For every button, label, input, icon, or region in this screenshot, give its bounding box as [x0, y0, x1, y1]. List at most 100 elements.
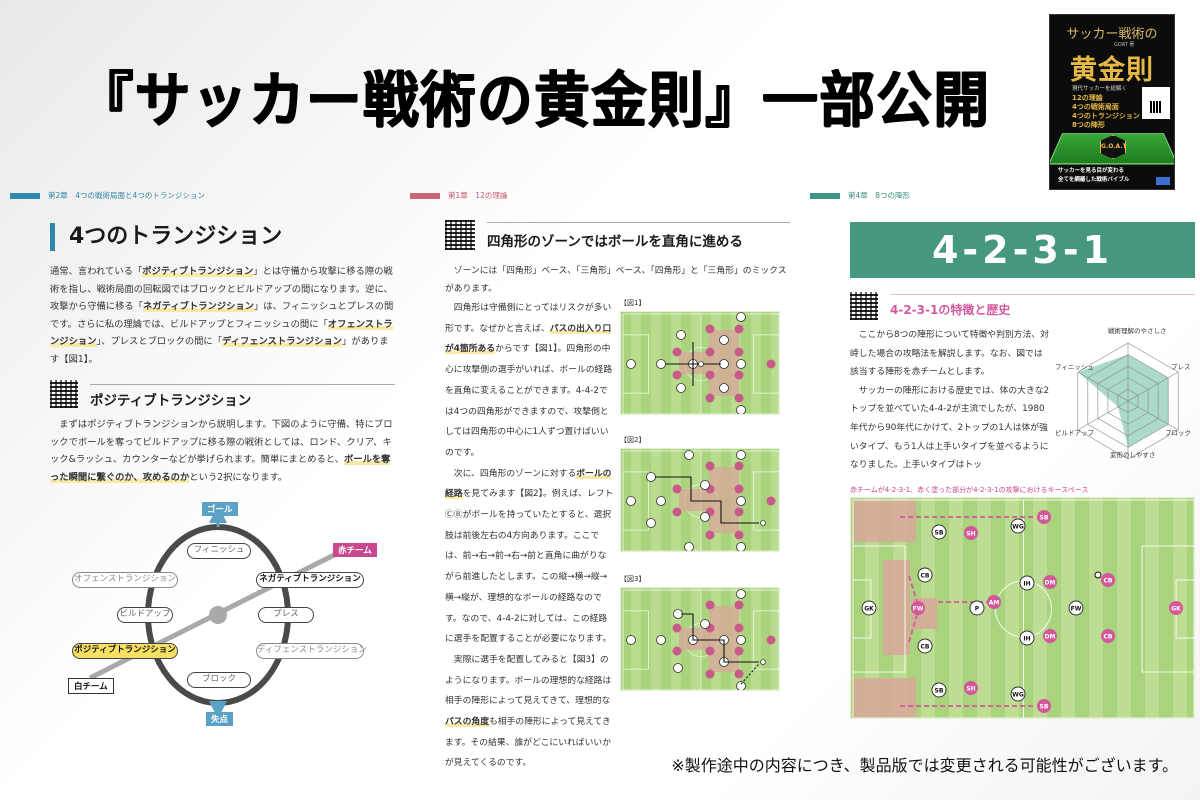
tactical-cycle-diagram: ゴール フィニッシュ 赤チーム オフェンストランジション ネガティブトランジショ… — [50, 500, 400, 730]
svg-text:FW: FW — [1071, 606, 1082, 613]
svg-text:SB: SB — [1040, 704, 1049, 711]
svg-text:FW: FW — [913, 606, 924, 613]
body-paragraph: 実際に選手を配置してみると【図3】のようになります。ボールの理想的な経路は相手の… — [445, 654, 612, 769]
negative-transition-label: ネガティブトランジション — [256, 572, 364, 588]
pitch-caption: 赤チームが4-2-3-1、赤く塗った部分が4-2-3-1の攻撃におけるキースペー… — [850, 486, 1089, 494]
pitch-diagram — [620, 448, 780, 552]
book-subtitle: 現代サッカーを紐解く 12の理論 4つの戦術局面 4つのトランジション 8つの陣… — [1072, 85, 1140, 130]
chapter-header: 第1章 12の理論 — [410, 190, 507, 201]
goat-badge: G.O.A.T — [1100, 135, 1126, 159]
divider — [890, 294, 1195, 295]
svg-text:SB: SB — [935, 530, 944, 537]
pitch-diagram — [620, 587, 780, 691]
body-column: 四角形は守備側にとってはリスクが多い形です。なぜかと言えば、パスの出入り口が4箇… — [445, 298, 615, 774]
book-subtitle-line: 8つの陣形 — [1072, 121, 1105, 129]
svg-text:GK: GK — [864, 606, 874, 613]
qr-code-icon — [50, 380, 78, 408]
book-footer-line: 全てを網羅した戦術バイブル — [1058, 177, 1130, 183]
figure-2: 【図2】 — [620, 435, 788, 552]
book-title-main: 黄金則 — [1070, 55, 1154, 86]
book-subtitle-line: 4つの戦術局面 — [1072, 103, 1119, 111]
page-title: 4つのトランジション — [50, 223, 282, 251]
publisher-logo-icon — [1156, 177, 1170, 185]
book-subtitle-line: 現代サッカーを紐解く — [1072, 86, 1128, 92]
radar-label: 戦術理解のやさしさ — [1108, 327, 1167, 335]
book-author: GOAT 著 — [1114, 42, 1135, 48]
disclaimer-footnote: ※製作途中の内容につき、製品版では変更される可能性がございます。 — [671, 756, 1178, 775]
book-cover-image: サッカー戦術の GOAT 著 黄金則 現代サッカーを紐解く 12の理論 4つの戦… — [1049, 14, 1175, 190]
body-column: ここから8つの陣形について特徴や判別方法、対峙した場合の攻略法を解説します。なお… — [850, 326, 1050, 475]
book-footer: サッカーを見る目が変わる 全てを網羅した戦術バイブル — [1058, 167, 1129, 185]
radar-label: ビルドアップ — [1055, 429, 1094, 437]
chapter-color-swatch — [810, 192, 840, 199]
chapter-color-swatch — [10, 192, 40, 199]
body-paragraph: 次に、四角形のゾーンに対するボールの経路を見てみます【図2】。例えば、レフトⒸⒷ… — [445, 468, 614, 645]
goal-tag: ゴール — [202, 502, 238, 516]
book-title-top: サッカー戦術の — [1066, 27, 1158, 42]
qr-code-icon — [1142, 87, 1170, 119]
svg-text:SH: SH — [966, 686, 975, 693]
divider — [90, 384, 395, 385]
svg-text:WG: WG — [1012, 524, 1024, 531]
pitch-diagram — [620, 311, 780, 415]
radar-label: ブロック — [1165, 429, 1191, 437]
svg-text:SB: SB — [935, 688, 944, 695]
formation-pitch-diagram: GK CB CB SB SB DM DM SH SH AM FW GK CB CB SB SB WG WG IH IH… — [850, 497, 1195, 719]
chapter-color-swatch — [410, 192, 440, 199]
section-header: 4-2-3-1の特徴と歴史 — [850, 292, 1195, 322]
formation-pitch: GK CB CB SB SB DM DM SH SH AM FW GK CB CB SB SB WG WG IH IH… — [852, 499, 1194, 718]
chapter-label: 第1章 12の理論 — [448, 191, 508, 200]
radar-chart: 戦術理解のやさしさ プレス ブロック 変形のしやすさ ビルドアップ フィニッシュ — [1053, 325, 1200, 475]
svg-text:SB: SB — [1040, 515, 1049, 522]
svg-text:DM: DM — [1045, 580, 1056, 587]
svg-text:SH: SH — [966, 531, 975, 538]
svg-text:WG: WG — [1012, 692, 1024, 699]
defense-transition-label: ディフェンストランジション — [256, 643, 367, 659]
qr-code-icon — [850, 292, 878, 320]
formation-banner: 4-2-3-1 — [850, 222, 1195, 278]
svg-text:GK: GK — [1171, 606, 1181, 613]
svg-text:DM: DM — [1045, 634, 1056, 641]
white-team-tag: 白チーム — [68, 678, 114, 694]
page-formation-4231: 第4章 8つの陣形 4-2-3-1 4-2-3-1の特徴と歴史 ここから8つの陣… — [810, 190, 1200, 730]
figure-caption: 【図1】 — [620, 299, 646, 307]
lead-paragraph: ゾーンには「四角形」ベース、「三角形」ベース、「四角形」と「三角形」のミックスが… — [445, 266, 787, 294]
page-transitions: 第2章 4つの戦術局面と4つのトランジション 4つのトランジション 通常、言われ… — [10, 190, 400, 730]
phase-block: ブロック — [187, 672, 251, 688]
section-title: ポジティブトランジション — [90, 393, 252, 409]
figure-3: 【図3】 — [620, 574, 788, 691]
svg-text:CB: CB — [921, 644, 930, 651]
book-footer-line: サッカーを見る目が変わる — [1058, 168, 1125, 174]
svg-text:P: P — [975, 606, 980, 613]
svg-text:CB: CB — [1104, 578, 1113, 585]
chapter-label: 第4章 8つの陣形 — [848, 191, 911, 200]
section-header: ポジティブトランジション — [50, 380, 395, 410]
figure-1: 【図1】 — [620, 298, 788, 415]
section-header: 四角形のゾーンではボールを直角に進める — [445, 220, 790, 252]
chapter-header: 第2章 4つの戦術局面と4つのトランジション — [10, 190, 205, 201]
page-square-zones: 第1章 12の理論 四角形のゾーンではボールを直角に進める ゾーンには「四角形」… — [410, 190, 800, 768]
section-paragraph: まずはポジティブトランジションから説明します。下図のように守備、特にブロックでボ… — [50, 419, 393, 483]
red-team-tag: 赤チーム — [333, 543, 377, 557]
phase-finish: フィニッシュ — [187, 543, 251, 559]
body-paragraph: ここから8つの陣形について特徴や判別方法、対峙した場合の攻略法を解説します。なお… — [850, 330, 1049, 378]
radar-label: 変形のしやすさ — [1110, 451, 1156, 459]
svg-text:IH: IH — [1023, 581, 1030, 588]
svg-text:CB: CB — [1104, 634, 1113, 641]
offense-transition-label: オフェンストランジション — [72, 572, 178, 588]
cycle-lines — [88, 505, 342, 719]
chapter-label: 第2章 4つの戦術局面と4つのトランジション — [48, 191, 205, 200]
radar-label: フィニッシュ — [1055, 363, 1094, 371]
figure-caption: 【図3】 — [620, 575, 646, 583]
body-paragraph: 四角形は守備側にとってはリスクが多い形です。なぜかと言えば、パスの出入り口が4箇… — [445, 303, 613, 458]
svg-text:IH: IH — [1023, 636, 1030, 643]
intro-paragraph: 通常、言われている「ポジティブトランジション」とは守備から攻撃に移る際の戦術を指… — [50, 266, 394, 365]
radar-label: プレス — [1171, 363, 1191, 371]
svg-text:AM: AM — [989, 600, 1000, 607]
page-title: 四角形のゾーンではボールを直角に進める — [487, 234, 743, 250]
divider — [487, 222, 790, 223]
body-paragraph: サッカーの陣形における歴史では、体の大きな2トップを並べていた4-4-2が主流で… — [850, 385, 1050, 471]
qr-code-icon — [445, 220, 475, 250]
concede-tag: 失点 — [206, 712, 234, 726]
section-title: 4-2-3-1の特徴と歴史 — [890, 303, 1011, 317]
